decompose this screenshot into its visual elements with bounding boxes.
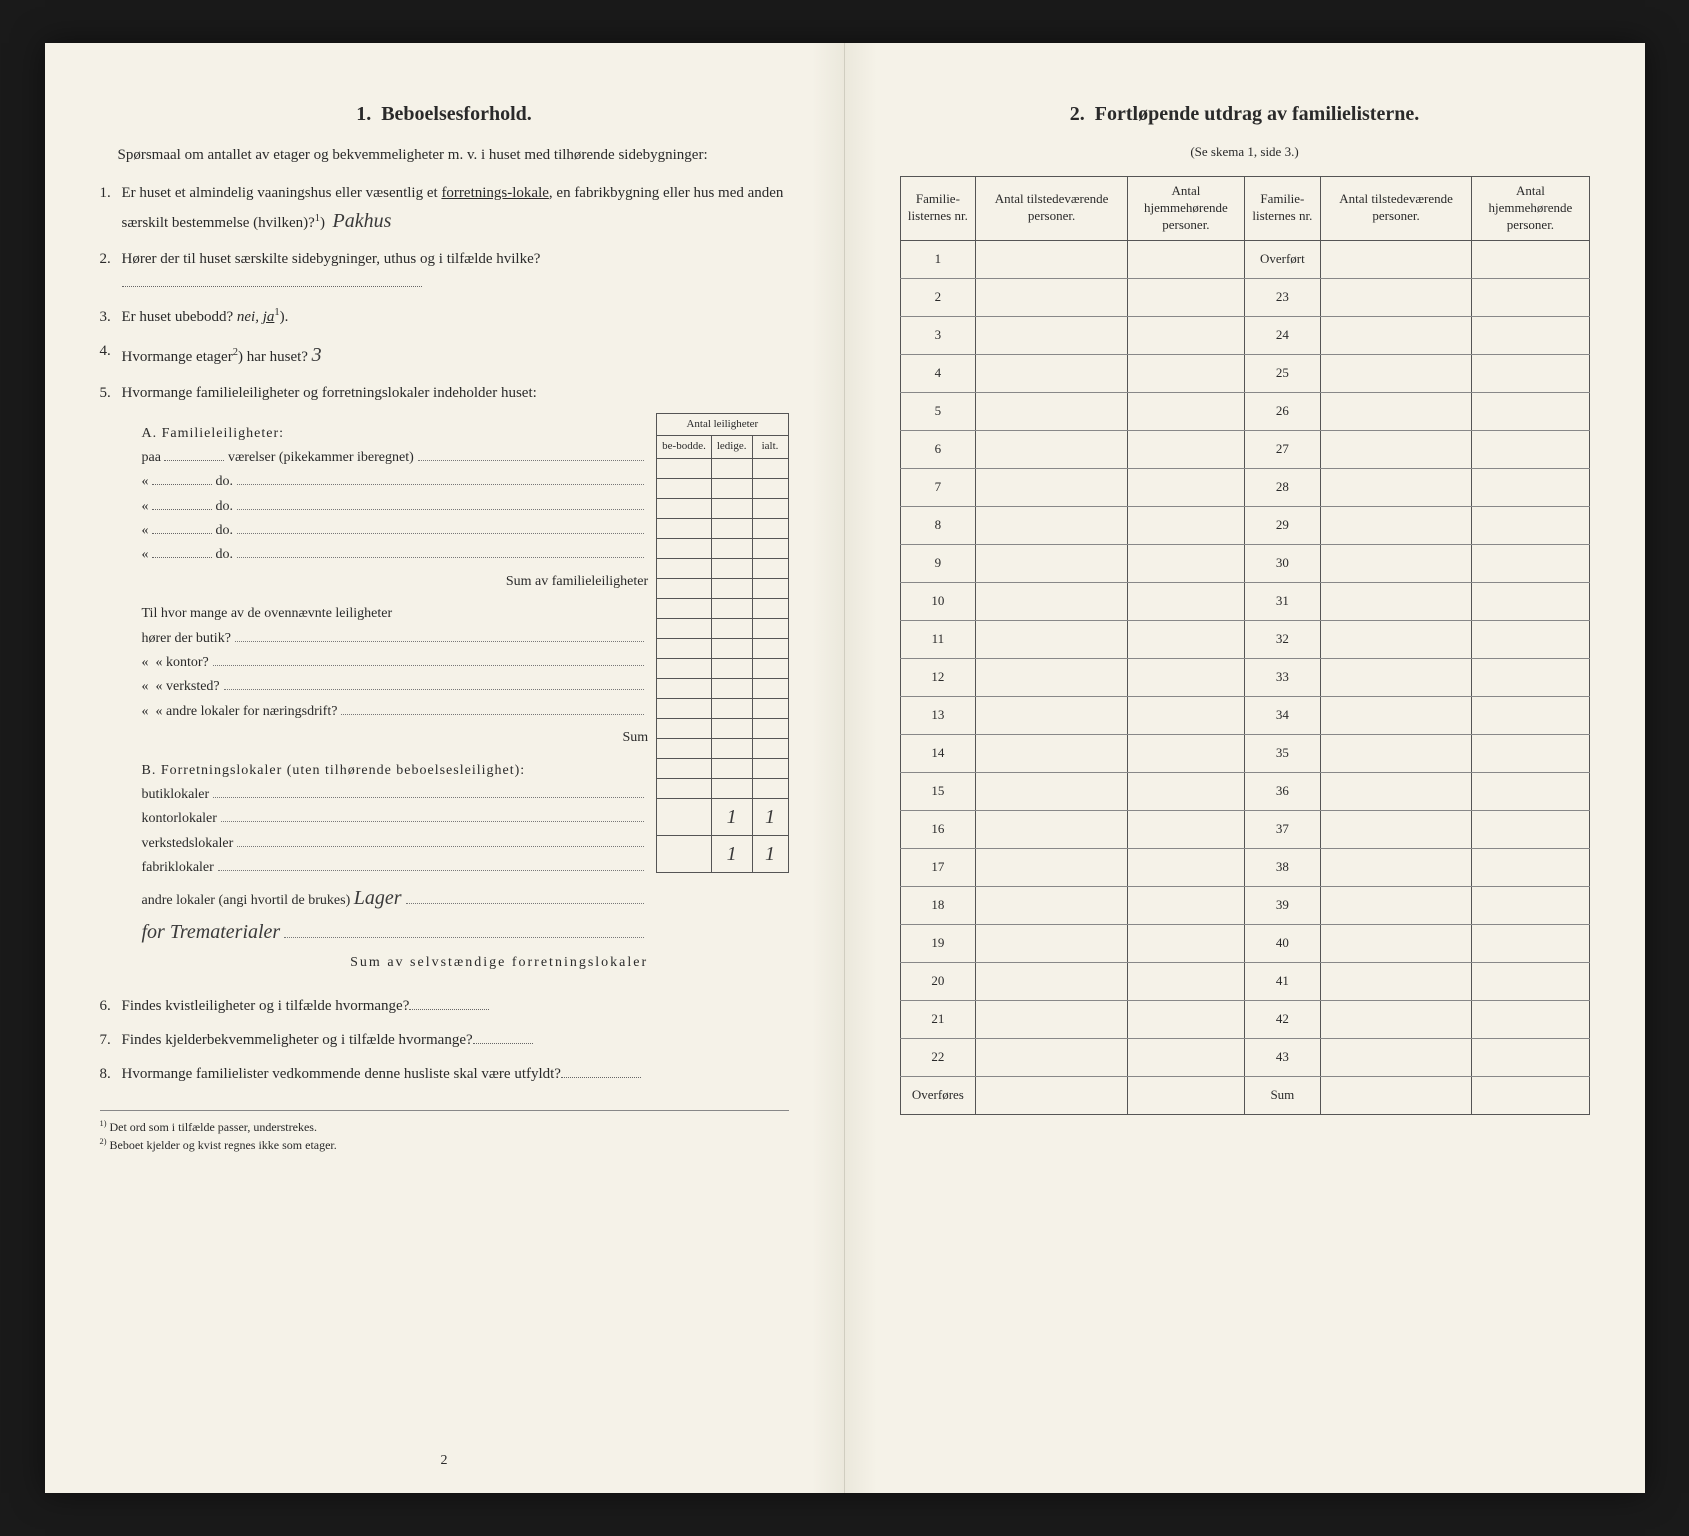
question-list: 1. Er huset et almindelig vaaningshus el…	[100, 181, 789, 1086]
row-num-right: 23	[1244, 278, 1320, 316]
row-num-right: 28	[1244, 468, 1320, 506]
row-num-right: 32	[1244, 620, 1320, 658]
table-row: 6 27	[900, 430, 1589, 468]
row-num-right: 36	[1244, 772, 1320, 810]
row-num-left: 4	[900, 354, 976, 392]
row-num-right: 31	[1244, 582, 1320, 620]
intro-text: Spørsmaal om antallet av etager og bekve…	[100, 144, 789, 167]
row-num-right: 34	[1244, 696, 1320, 734]
section-a: A. Familieleiligheter: paa værelser (pik…	[142, 423, 649, 750]
table-row: 20 41	[900, 962, 1589, 1000]
footnotes: 1) Det ord som i tilfælde passer, unders…	[100, 1110, 789, 1153]
table-row: 1 Overført	[900, 240, 1589, 278]
row-num-left: 20	[900, 962, 976, 1000]
question-3: 3. Er huset ubebodd? nei, ja1).	[122, 305, 789, 329]
page-left: 1. Beboelsesforhold. Spørsmaal om antall…	[45, 43, 845, 1493]
section-b: B. Forretningslokaler (uten tilhørende b…	[142, 760, 649, 974]
row-num-left: 17	[900, 848, 976, 886]
row-num-right: 33	[1244, 658, 1320, 696]
table-row: 12 33	[900, 658, 1589, 696]
q4-handwritten: 3	[312, 344, 322, 366]
row-num-right: 26	[1244, 392, 1320, 430]
row-num-left: 21	[900, 1000, 976, 1038]
table-row: 4 25	[900, 354, 1589, 392]
row-num-left: 12	[900, 658, 976, 696]
row-num-left: 11	[900, 620, 976, 658]
family-list-table: Familie-listernes nr. Antal tilstedevære…	[900, 176, 1590, 1115]
row-num-right: 24	[1244, 316, 1320, 354]
row-num-right: 29	[1244, 506, 1320, 544]
apartment-count-table: Antal leiligheter be-bodde. ledige. ialt…	[656, 413, 788, 873]
row-num-left: 5	[900, 392, 976, 430]
book-spread: 1. Beboelsesforhold. Spørsmaal om antall…	[45, 43, 1645, 1493]
question-6: 6. Findes kvistleiligheter og i tilfælde…	[122, 994, 789, 1018]
table-row: 9 30	[900, 544, 1589, 582]
row-num-left: 13	[900, 696, 976, 734]
table-row: 3 24	[900, 316, 1589, 354]
table-row: 18 39	[900, 886, 1589, 924]
row-num-left: 16	[900, 810, 976, 848]
row-num-right: Overført	[1244, 240, 1320, 278]
table-row: 17 38	[900, 848, 1589, 886]
table-row: 11 32	[900, 620, 1589, 658]
row-num-right: 30	[1244, 544, 1320, 582]
row-num-right: 41	[1244, 962, 1320, 1000]
table-row: 8 29	[900, 506, 1589, 544]
table-row-summary: Overføres Sum	[900, 1076, 1589, 1114]
row-num-left: 9	[900, 544, 976, 582]
table-row: 21 42	[900, 1000, 1589, 1038]
page-number: 2	[441, 1453, 448, 1469]
row-num-left: 1	[900, 240, 976, 278]
row-num-right: 25	[1244, 354, 1320, 392]
q2-blank	[122, 286, 422, 287]
q1-handwritten: Pakhus	[333, 210, 392, 232]
row-num-right: 39	[1244, 886, 1320, 924]
table-row: 7 28	[900, 468, 1589, 506]
table-row: 5 26	[900, 392, 1589, 430]
row-num-left: 22	[900, 1038, 976, 1076]
row-num-right: 43	[1244, 1038, 1320, 1076]
row-num-right: 37	[1244, 810, 1320, 848]
table-row: 22 43	[900, 1038, 1589, 1076]
table-row: 14 35	[900, 734, 1589, 772]
row-num-left: 6	[900, 430, 976, 468]
row-num-left: 7	[900, 468, 976, 506]
section-1-title: 1. Beboelsesforhold.	[100, 103, 789, 126]
row-num-left: 10	[900, 582, 976, 620]
row-num-right: 35	[1244, 734, 1320, 772]
row-num-left: 19	[900, 924, 976, 962]
row-num-left: 3	[900, 316, 976, 354]
section-2-title: 2. Fortløpende utdrag av familielisterne…	[900, 103, 1590, 126]
table-row: 19 40	[900, 924, 1589, 962]
row-num-right: 38	[1244, 848, 1320, 886]
row-num-left: 14	[900, 734, 976, 772]
table-row: 10 31	[900, 582, 1589, 620]
row-num-left: 18	[900, 886, 976, 924]
question-2: 2. Hører der til huset særskilte sidebyg…	[122, 247, 789, 295]
table-row: 15 36	[900, 772, 1589, 810]
table-row: 13 34	[900, 696, 1589, 734]
row-num-left: 2	[900, 278, 976, 316]
row-num-right: 27	[1244, 430, 1320, 468]
question-7: 7. Findes kjelderbekvemmeligheter og i t…	[122, 1028, 789, 1052]
row-num-left: 15	[900, 772, 976, 810]
row-num-right: 42	[1244, 1000, 1320, 1038]
section-2-subtitle: (Se skema 1, side 3.)	[900, 144, 1590, 160]
row-num-left: 8	[900, 506, 976, 544]
question-5: 5. Hvormange familieleiligheter og forre…	[122, 381, 789, 984]
question-4: 4. Hvormange etager2) har huset? 3	[122, 339, 789, 371]
table-row: 16 37	[900, 810, 1589, 848]
question-8: 8. Hvormange familielister vedkommende d…	[122, 1062, 789, 1086]
table-row: 2 23	[900, 278, 1589, 316]
page-right: 2. Fortløpende utdrag av familielisterne…	[845, 43, 1645, 1493]
question-1: 1. Er huset et almindelig vaaningshus el…	[122, 181, 789, 237]
row-num-right: 40	[1244, 924, 1320, 962]
